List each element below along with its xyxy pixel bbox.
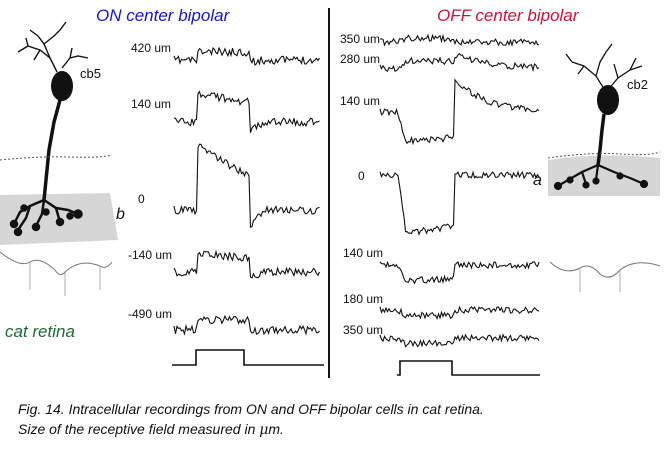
on-traces: [173, 46, 320, 336]
on-cell-letter: b: [116, 206, 125, 223]
on-trace-label: 0: [138, 192, 145, 206]
caption-line-1: Fig. 14. Intracellular recordings from O…: [18, 401, 484, 417]
recording-trace: [379, 52, 540, 73]
recording-trace: [379, 305, 540, 321]
recording-trace: [379, 260, 540, 285]
on-cell-label: cb5: [80, 66, 101, 81]
recording-trace: [173, 46, 320, 66]
off-trace-label: 350 um: [343, 323, 384, 337]
recording-trace: [379, 33, 540, 47]
off-trace-label: 140 um: [340, 94, 381, 108]
recording-trace: [173, 314, 320, 336]
off-stimulus-marker: [397, 360, 540, 376]
species-label: cat retina: [5, 322, 75, 341]
off-trace-label: 350 um: [340, 32, 381, 46]
off-trace-label: 0: [358, 169, 365, 183]
recording-trace: [173, 143, 320, 229]
on-trace-label: 140 um: [131, 97, 172, 111]
recording-trace: [379, 170, 540, 236]
caption-line-2: Size of the receptive field measured in …: [18, 419, 484, 440]
off-trace-label: 140 um: [343, 246, 384, 260]
recording-trace: [173, 249, 320, 279]
off-synaptic-layer: [548, 155, 660, 196]
off-cell-axon: [596, 113, 606, 166]
on-cell-axon: [42, 99, 62, 201]
caption-unit-rest: m.: [268, 421, 284, 437]
off-bipolar-cell-drawing: [547, 43, 661, 292]
off-cell-soma: [597, 85, 619, 115]
on-panel-title: ON center bipolar: [96, 6, 230, 25]
on-trace-label: -490 um: [128, 307, 173, 321]
caption-line-2-text: Size of the receptive field measured in: [18, 421, 260, 437]
recording-trace: [379, 333, 540, 348]
on-trace-label: -140 um: [128, 248, 173, 262]
figure-caption: Fig. 14. Intracellular recordings from O…: [18, 399, 484, 440]
on-stimulus-marker: [172, 349, 324, 366]
on-trace-label: 420 um: [131, 41, 172, 55]
off-trace-label: 180 um: [343, 292, 384, 306]
off-panel-title: OFF center bipolar: [437, 6, 579, 25]
caption-unit-mu: μ: [259, 422, 269, 438]
off-cell-letter: a: [533, 172, 542, 189]
recording-trace: [173, 90, 320, 133]
off-traces: [379, 33, 540, 348]
off-cell-label: cb2: [627, 77, 648, 92]
on-cell-soma: [51, 71, 73, 101]
recording-trace: [379, 78, 540, 146]
off-trace-label: 280 um: [340, 52, 381, 66]
on-bipolar-cell-drawing: [0, 21, 118, 296]
